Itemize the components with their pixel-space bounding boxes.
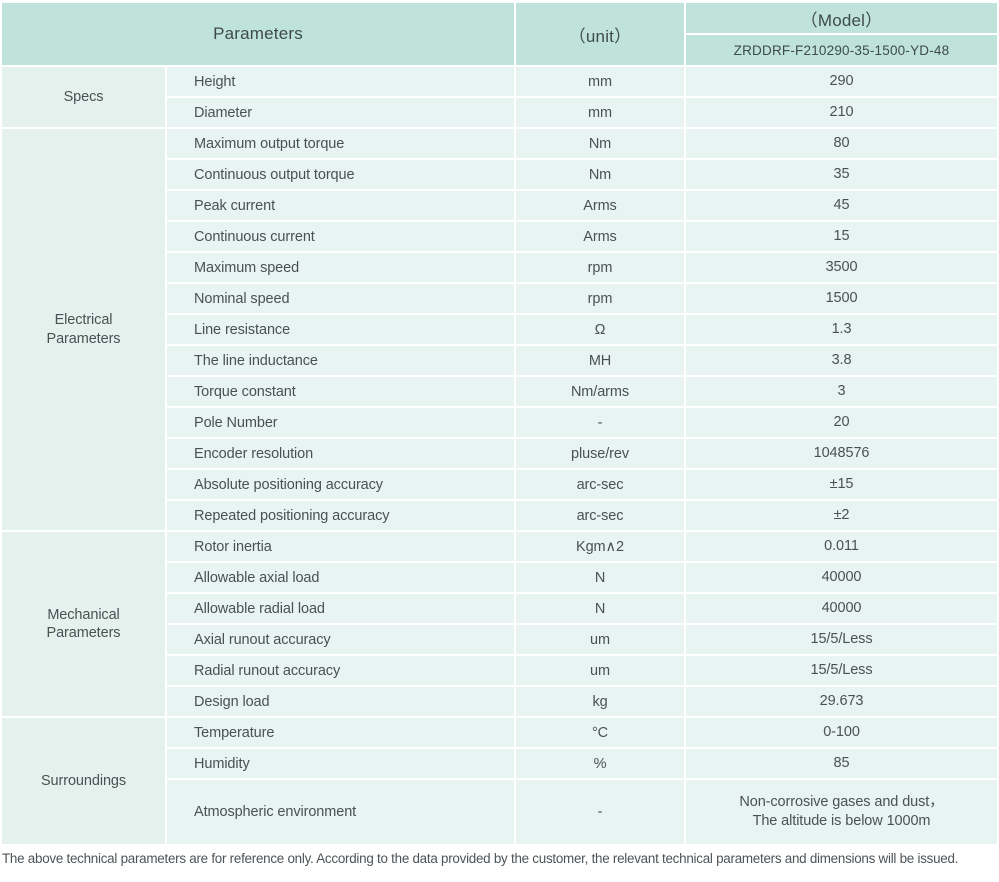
section-group: Electrical Parameters Maximum output torq… xyxy=(2,129,997,530)
unit-cell: Nm xyxy=(516,160,684,189)
value-cell: 40000 xyxy=(686,594,997,623)
param-cell: Torque constant xyxy=(167,377,514,406)
param-cell: Continuous output torque xyxy=(167,160,514,189)
section-label: Specs xyxy=(2,67,165,127)
param-cell: Peak current xyxy=(167,191,514,220)
param-cell: Axial runout accuracy xyxy=(167,625,514,654)
param-cell: Atmospheric environment xyxy=(167,780,514,844)
table-header: Parameters （unit） （Model） ZRDDRF-F210290… xyxy=(2,3,997,65)
unit-cell: arc-sec xyxy=(516,501,684,530)
param-cell: Encoder resolution xyxy=(167,439,514,468)
param-cell: Humidity xyxy=(167,749,514,778)
value-cell: ±15 xyxy=(686,470,997,499)
value-cell: 3500 xyxy=(686,253,997,282)
value-cell: 290 xyxy=(686,67,997,96)
unit-cell: % xyxy=(516,749,684,778)
param-cell: Allowable axial load xyxy=(167,563,514,592)
param-cell: Radial runout accuracy xyxy=(167,656,514,685)
unit-cell: um xyxy=(516,625,684,654)
unit-cell: Arms xyxy=(516,191,684,220)
unit-cell: mm xyxy=(516,67,684,96)
section-label: Mechanical Parameters xyxy=(2,532,165,716)
value-cell: 40000 xyxy=(686,563,997,592)
unit-cell: MH xyxy=(516,346,684,375)
footer-note: The above technical parameters are for r… xyxy=(2,851,959,866)
table-body: Specs Height mm 290 Diameter mm 210 Electrical … xyxy=(2,67,997,844)
value-cell: 0-100 xyxy=(686,718,997,747)
value-cell: 29.673 xyxy=(686,687,997,716)
unit-cell: Arms xyxy=(516,222,684,251)
value-cell: 3 xyxy=(686,377,997,406)
param-cell: Diameter xyxy=(167,98,514,127)
value-cell: Non-corrosive gases and dust， The altitu… xyxy=(686,780,997,844)
value-cell: 15 xyxy=(686,222,997,251)
section-label: Electrical Parameters xyxy=(2,129,165,530)
section-group: Surroundings Temperature °C 0-100 Humidity% 8… xyxy=(2,718,997,844)
value-cell: 85 xyxy=(686,749,997,778)
param-cell: Nominal speed xyxy=(167,284,514,313)
unit-cell: um xyxy=(516,656,684,685)
value-cell: 0.011 xyxy=(686,532,997,561)
unit-cell: N xyxy=(516,594,684,623)
value-cell: 80 xyxy=(686,129,997,158)
model-header-cell: （Model） xyxy=(686,3,997,33)
value-cell: 210 xyxy=(686,98,997,127)
parameters-header-cell: Parameters xyxy=(2,3,514,65)
unit-cell: pluse/rev xyxy=(516,439,684,468)
value-cell: 20 xyxy=(686,408,997,437)
unit-cell: Ω xyxy=(516,315,684,344)
unit-header-cell: （unit） xyxy=(516,3,684,65)
param-cell: Temperature xyxy=(167,718,514,747)
param-cell: Continuous current xyxy=(167,222,514,251)
param-cell: Design load xyxy=(167,687,514,716)
param-cell: Repeated positioning accuracy xyxy=(167,501,514,530)
value-cell: 1500 xyxy=(686,284,997,313)
unit-cell: rpm xyxy=(516,284,684,313)
param-cell: Height xyxy=(167,67,514,96)
unit-cell: Nm/arms xyxy=(516,377,684,406)
value-cell: ±2 xyxy=(686,501,997,530)
param-cell: Rotor inertia xyxy=(167,532,514,561)
unit-cell: °C xyxy=(516,718,684,747)
param-cell: Line resistance xyxy=(167,315,514,344)
unit-cell: arc-sec xyxy=(516,470,684,499)
section-group: Mechanical Parameters Rotor inertia Kgm∧2 0… xyxy=(2,532,997,716)
value-cell: 15/5/Less xyxy=(686,656,997,685)
unit-cell: Nm xyxy=(516,129,684,158)
unit-cell: - xyxy=(516,780,684,844)
value-cell: 3.8 xyxy=(686,346,997,375)
unit-cell: - xyxy=(516,408,684,437)
param-cell: The line inductance xyxy=(167,346,514,375)
param-cell: Absolute positioning accuracy xyxy=(167,470,514,499)
param-cell: Maximum output torque xyxy=(167,129,514,158)
unit-cell: mm xyxy=(516,98,684,127)
param-cell: Maximum speed xyxy=(167,253,514,282)
param-cell: Allowable radial load xyxy=(167,594,514,623)
value-cell: 35 xyxy=(686,160,997,189)
section-group: Specs Height mm 290 Diameter mm 210 xyxy=(2,67,997,127)
param-cell: Pole Number xyxy=(167,408,514,437)
section-label: Surroundings xyxy=(2,718,165,844)
value-cell: 1048576 xyxy=(686,439,997,468)
unit-cell: Kgm∧2 xyxy=(516,532,684,561)
unit-cell: rpm xyxy=(516,253,684,282)
unit-cell: N xyxy=(516,563,684,592)
value-cell: 45 xyxy=(686,191,997,220)
unit-cell: kg xyxy=(516,687,684,716)
model-number-cell: ZRDDRF-F210290-35-1500-YD-48 xyxy=(686,35,997,65)
value-cell: 1.3 xyxy=(686,315,997,344)
value-cell: 15/5/Less xyxy=(686,625,997,654)
